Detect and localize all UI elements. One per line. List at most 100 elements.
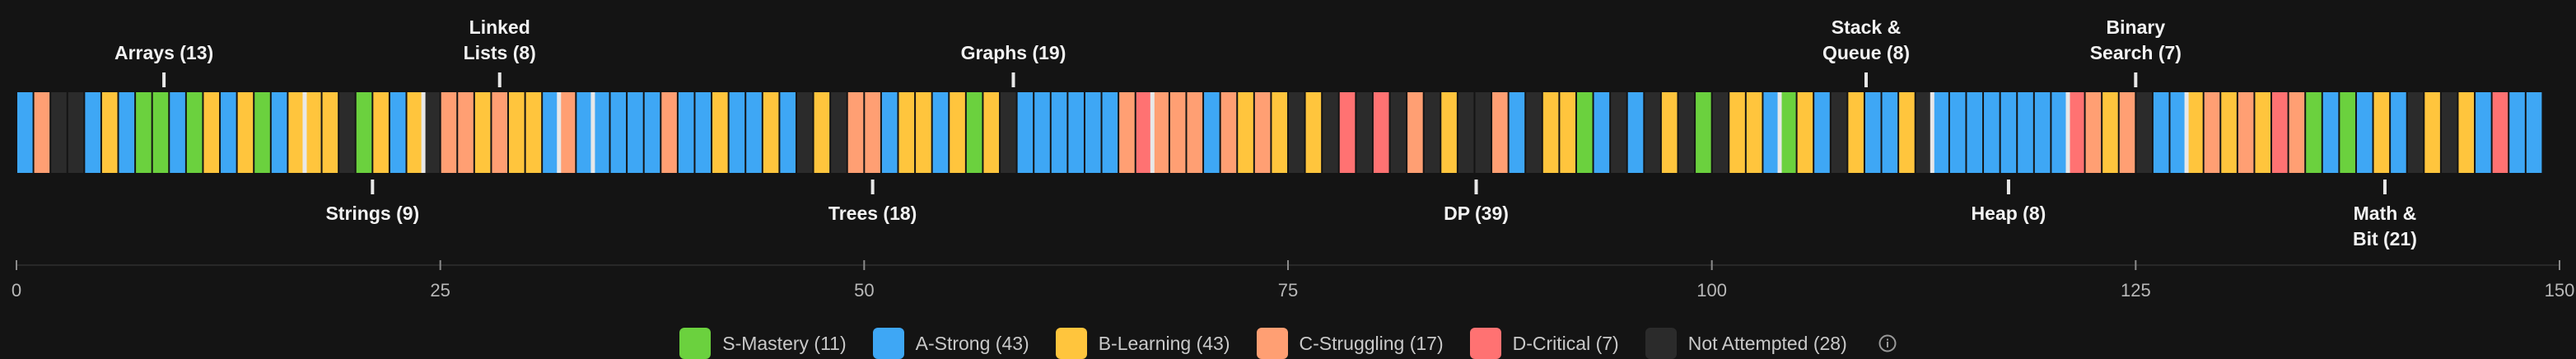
problem-bar[interactable] xyxy=(170,92,185,173)
problem-bar[interactable] xyxy=(1780,92,1796,173)
problem-bar[interactable] xyxy=(34,92,50,173)
legend-item[interactable]: S-Mastery (11) xyxy=(679,328,847,359)
problem-bar[interactable] xyxy=(2136,92,2152,173)
problem-bar[interactable] xyxy=(1238,92,1253,173)
problem-bar[interactable] xyxy=(2085,92,2102,173)
problem-bar[interactable] xyxy=(1119,92,1135,173)
problem-bar[interactable] xyxy=(796,92,813,173)
problem-bar[interactable] xyxy=(916,92,931,173)
problem-bar[interactable] xyxy=(1153,92,1169,173)
legend-item[interactable]: C-Struggling (17) xyxy=(1256,328,1444,359)
problem-bar[interactable] xyxy=(1051,92,1067,173)
problem-bar[interactable] xyxy=(17,92,33,173)
problem-bar[interactable] xyxy=(288,92,304,173)
problem-bar[interactable] xyxy=(492,92,508,173)
problem-bar[interactable] xyxy=(576,92,592,173)
problem-bar[interactable] xyxy=(881,92,898,173)
problem-bar[interactable] xyxy=(203,92,220,173)
problem-bar[interactable] xyxy=(1390,92,1407,173)
problem-bar[interactable] xyxy=(2492,92,2508,173)
problem-bar[interactable] xyxy=(1323,92,1338,173)
problem-bar[interactable] xyxy=(695,92,712,173)
problem-bar[interactable] xyxy=(543,92,558,173)
problem-bar[interactable] xyxy=(661,92,677,173)
problem-bar[interactable] xyxy=(1712,92,1729,173)
problem-bar[interactable] xyxy=(305,92,321,173)
info-icon[interactable] xyxy=(1878,334,1897,352)
problem-bar[interactable] xyxy=(424,92,440,173)
problem-bar[interactable] xyxy=(729,92,745,173)
problem-bar[interactable] xyxy=(237,92,254,173)
problem-bar[interactable] xyxy=(2018,92,2033,173)
problem-bar[interactable] xyxy=(1272,92,1287,173)
problem-bar[interactable] xyxy=(1034,92,1050,173)
problem-bar[interactable] xyxy=(1967,92,1983,173)
problem-bar[interactable] xyxy=(1475,92,1491,173)
problem-bar[interactable] xyxy=(1169,92,1186,173)
legend-item[interactable]: B-Learning (43) xyxy=(1055,328,1230,359)
problem-bar[interactable] xyxy=(831,92,847,173)
problem-bar[interactable] xyxy=(763,92,779,173)
problem-bar[interactable] xyxy=(1814,92,1830,173)
problem-bar[interactable] xyxy=(1729,92,1745,173)
problem-bar[interactable] xyxy=(1136,92,1152,173)
problem-bar[interactable] xyxy=(441,92,457,173)
problem-bar[interactable] xyxy=(2509,92,2525,173)
problem-bar[interactable] xyxy=(85,92,100,173)
problem-bar[interactable] xyxy=(1949,92,1966,173)
problem-bar[interactable] xyxy=(1933,92,1948,173)
problem-bar[interactable] xyxy=(525,92,542,173)
problem-bar[interactable] xyxy=(1509,92,1525,173)
problem-bar[interactable] xyxy=(1645,92,1660,173)
problem-bar[interactable] xyxy=(1627,92,1644,173)
problem-bar[interactable] xyxy=(2476,92,2491,173)
problem-bar[interactable] xyxy=(2187,92,2203,173)
problem-bar[interactable] xyxy=(2424,92,2440,173)
problem-bar[interactable] xyxy=(136,92,152,173)
problem-bar[interactable] xyxy=(221,92,236,173)
problem-bar[interactable] xyxy=(1305,92,1322,173)
problem-bar[interactable] xyxy=(1424,92,1440,173)
problem-bar[interactable] xyxy=(1661,92,1678,173)
problem-bar[interactable] xyxy=(1678,92,1695,173)
problem-bar[interactable] xyxy=(865,92,880,173)
problem-bar[interactable] xyxy=(610,92,627,173)
problem-bar[interactable] xyxy=(2238,92,2254,173)
problem-bar[interactable] xyxy=(2153,92,2169,173)
problem-bar[interactable] xyxy=(1289,92,1304,173)
problem-bar[interactable] xyxy=(950,92,965,173)
problem-bar[interactable] xyxy=(2458,92,2475,173)
problem-bar[interactable] xyxy=(2102,92,2118,173)
problem-bar[interactable] xyxy=(1068,92,1084,173)
problem-bar[interactable] xyxy=(1458,92,1474,173)
legend-item[interactable]: A-Strong (43) xyxy=(872,328,1029,359)
problem-bar[interactable] xyxy=(1848,92,1864,173)
problem-bar[interactable] xyxy=(2068,92,2084,173)
problem-bar[interactable] xyxy=(1187,92,1203,173)
problem-bar[interactable] xyxy=(2000,92,2017,173)
problem-bar[interactable] xyxy=(780,92,796,173)
problem-bar[interactable] xyxy=(898,92,915,173)
problem-bar[interactable] xyxy=(932,92,949,173)
problem-bar[interactable] xyxy=(983,92,1000,173)
problem-bar[interactable] xyxy=(1542,92,1559,173)
problem-bar[interactable] xyxy=(1441,92,1457,173)
problem-bar[interactable] xyxy=(814,92,830,173)
problem-bar[interactable] xyxy=(51,92,67,173)
problem-bar[interactable] xyxy=(2221,92,2237,173)
legend-item[interactable]: D-Critical (7) xyxy=(1469,328,1619,359)
problem-bar[interactable] xyxy=(1984,92,2000,173)
problem-bar[interactable] xyxy=(1763,92,1780,173)
problem-bar[interactable] xyxy=(2322,92,2339,173)
problem-bar[interactable] xyxy=(2391,92,2406,173)
problem-bar[interactable] xyxy=(847,92,864,173)
problem-bar[interactable] xyxy=(1899,92,1915,173)
problem-bar[interactable] xyxy=(2289,92,2305,173)
problem-bar[interactable] xyxy=(254,92,270,173)
problem-bar[interactable] xyxy=(2441,92,2457,173)
problem-bar[interactable] xyxy=(1085,92,1101,173)
problem-bar[interactable] xyxy=(186,92,203,173)
problem-bar[interactable] xyxy=(2051,92,2067,173)
problem-bar[interactable] xyxy=(474,92,491,173)
problem-bar[interactable] xyxy=(1356,92,1372,173)
